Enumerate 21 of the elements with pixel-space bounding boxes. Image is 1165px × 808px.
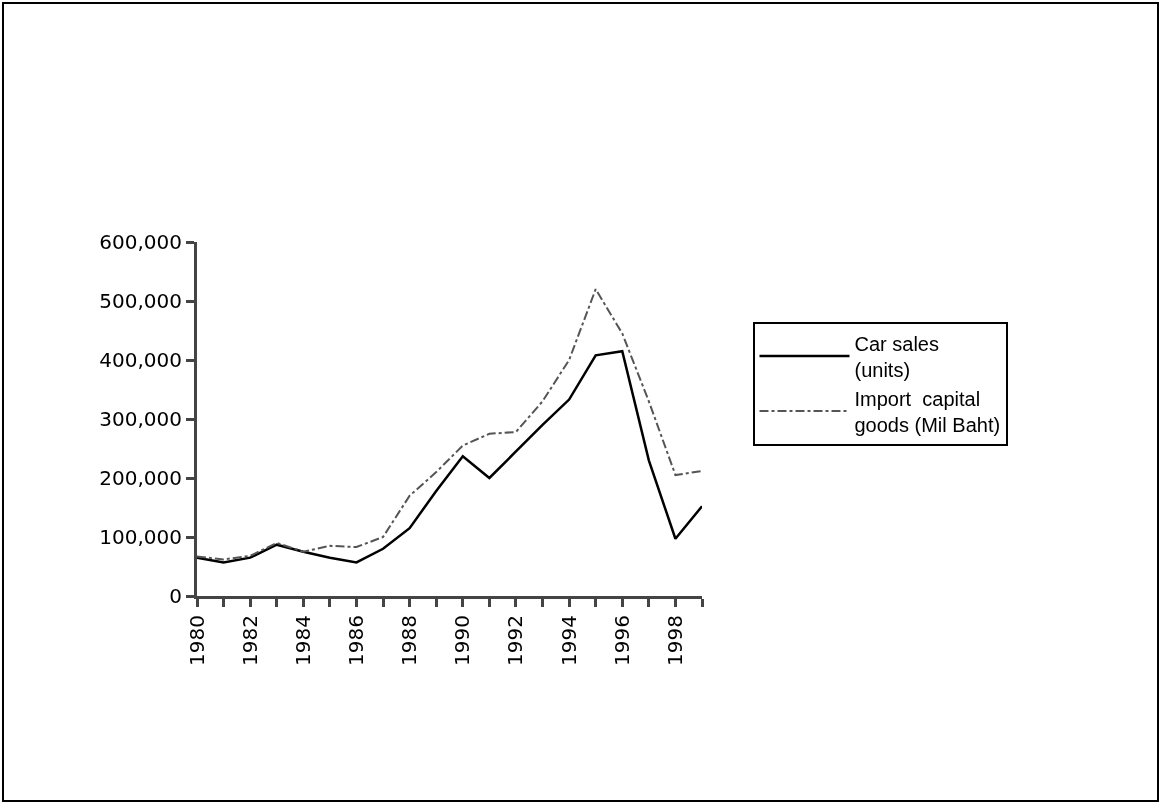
- x-tick-label: 1982: [237, 615, 262, 666]
- y-tick-label: 100,000: [99, 525, 182, 549]
- x-tick-label: 1994: [556, 615, 581, 666]
- x-tick-label: 1990: [450, 615, 475, 666]
- legend-label: Import capital goods (Mil Baht): [854, 387, 1001, 436]
- x-tick-label: 1980: [184, 615, 209, 666]
- y-tick-label: 0: [169, 584, 182, 608]
- line-series: [197, 288, 702, 561]
- y-tick-label: 500,000: [99, 289, 182, 313]
- y-tick-label: 400,000: [99, 348, 182, 372]
- x-tick-label: 1984: [290, 615, 315, 666]
- x-tick-label: 1992: [503, 615, 528, 666]
- y-tick-label: 300,000: [99, 407, 182, 431]
- line-series: [197, 349, 702, 564]
- legend-label: Car sales (units): [854, 332, 939, 381]
- x-tick-label: 1996: [609, 615, 634, 666]
- x-tick-label: 1988: [397, 615, 422, 666]
- x-tick-label: 1986: [343, 615, 368, 666]
- x-tick-label: 1998: [662, 615, 687, 666]
- y-tick-label: 200,000: [99, 466, 182, 490]
- y-tick-label: 600,000: [99, 230, 182, 254]
